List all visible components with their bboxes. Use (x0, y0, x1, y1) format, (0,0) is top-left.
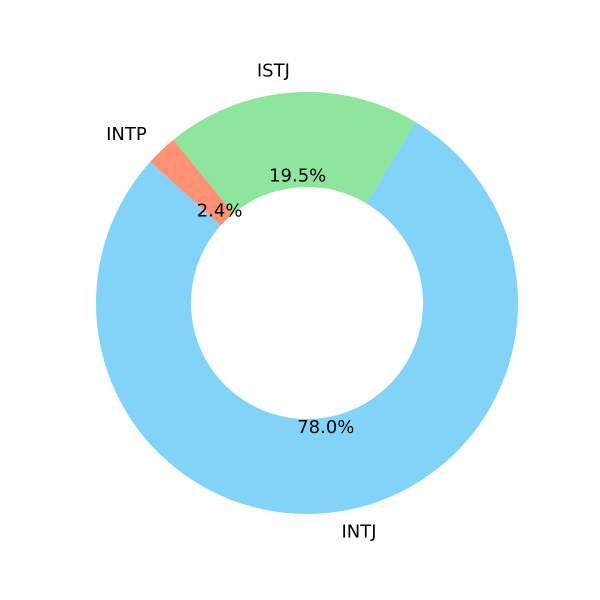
slice-intp (150, 139, 234, 226)
slice-intj (96, 121, 518, 514)
percent-label-intp: 2.4% (197, 200, 243, 221)
category-label-istj: ISTJ (257, 61, 290, 82)
labels-group: INTJ 78.0% ISTJ 19.5% INTP 2.4% (106, 61, 376, 543)
slices-group (96, 91, 518, 514)
category-label-intp: INTP (106, 124, 147, 145)
category-label-intj: INTJ (341, 522, 376, 543)
slice-istj (173, 91, 416, 214)
percent-label-istj: 19.5% (269, 166, 326, 187)
percent-label-intj: 78.0% (297, 417, 354, 438)
